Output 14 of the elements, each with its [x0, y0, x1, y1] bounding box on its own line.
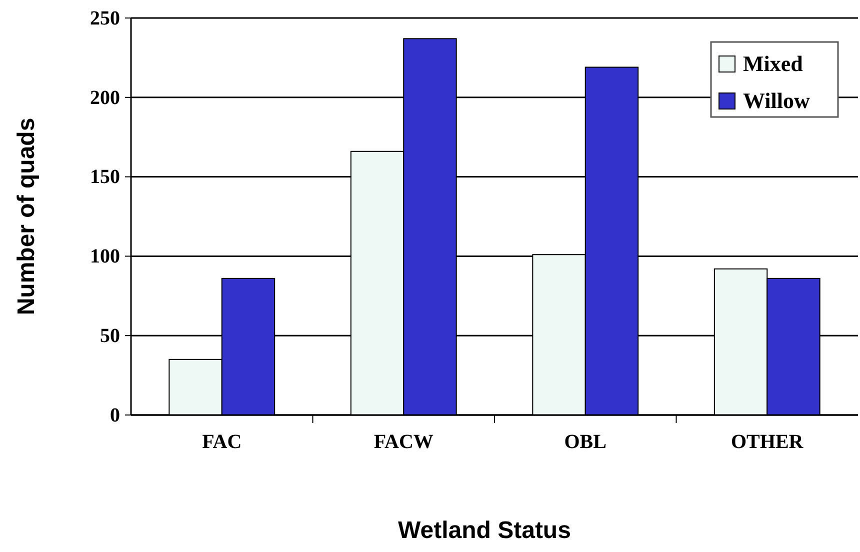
- x-tick-label: OBL: [564, 431, 606, 453]
- x-axis-title: Wetland Status: [398, 517, 571, 544]
- y-tick-label: 100: [90, 246, 120, 268]
- legend-label: Willow: [743, 88, 810, 113]
- y-axis-title: Number of quads: [13, 118, 40, 316]
- x-tick-label: FAC: [202, 431, 242, 453]
- y-tick-label: 250: [90, 7, 120, 30]
- y-tick-label: 200: [90, 86, 120, 109]
- y-tick-label: 150: [90, 166, 120, 188]
- x-tick-label: FACW: [374, 431, 434, 453]
- y-tick-label: 0: [110, 404, 120, 426]
- x-tick-label: OTHER: [731, 431, 804, 453]
- y-tick-label: 50: [100, 325, 120, 347]
- legend-label: Mixed: [743, 51, 803, 76]
